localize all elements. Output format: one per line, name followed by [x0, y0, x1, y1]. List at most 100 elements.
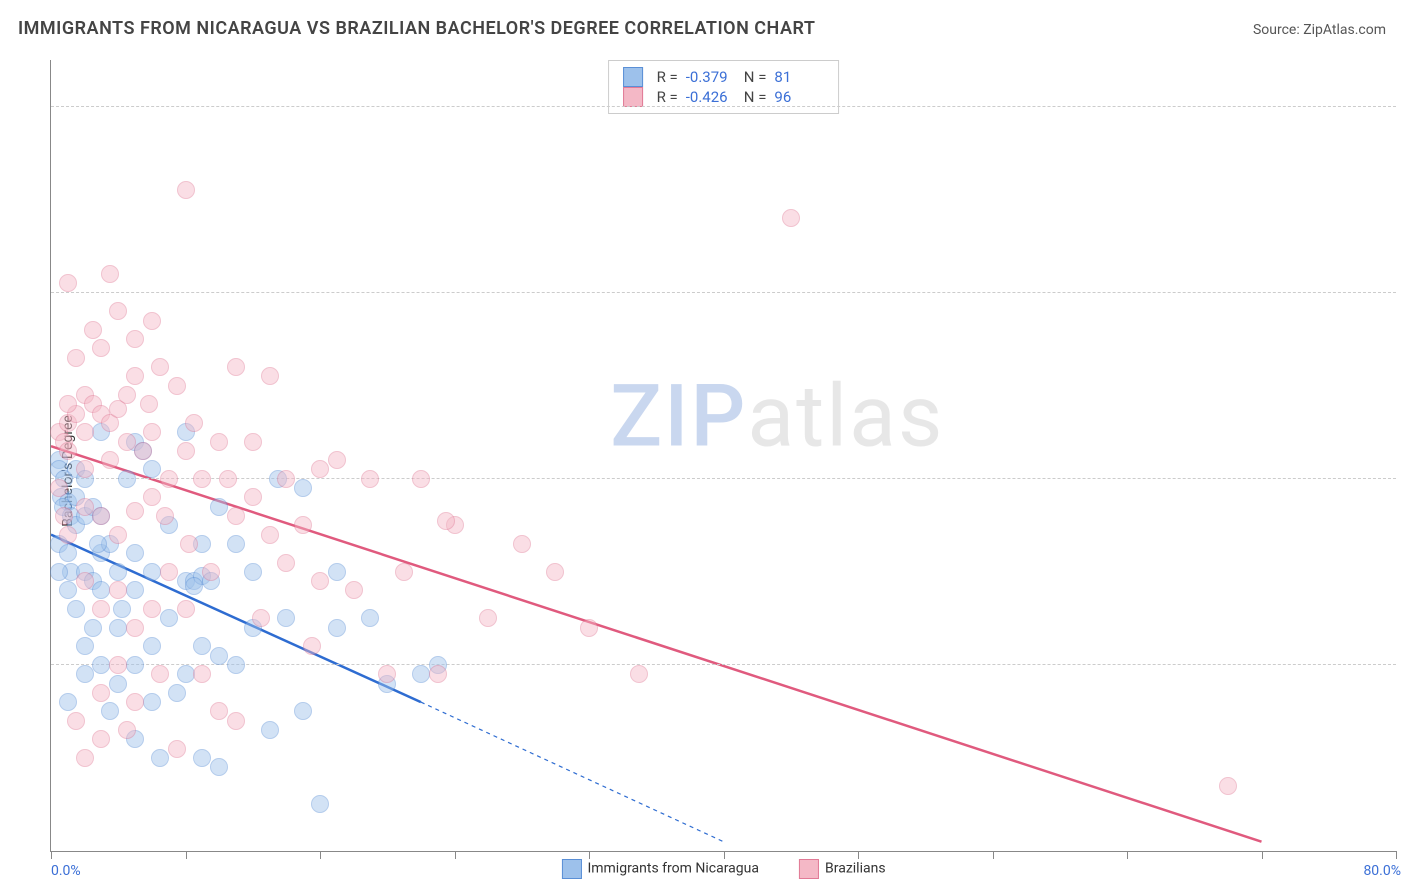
legend-label-brazilians: Brazilians: [825, 861, 886, 877]
legend-swatch-nicaragua: [623, 67, 643, 87]
legend-item-nicaragua: Immigrants from Nicaragua: [561, 859, 759, 879]
data-point: [227, 712, 245, 730]
legend-label-nicaragua: Immigrants from Nicaragua: [587, 861, 759, 877]
data-point: [168, 740, 186, 758]
legend-swatch-icon: [561, 859, 581, 879]
data-point: [59, 544, 77, 562]
data-point: [177, 665, 195, 683]
data-point: [244, 563, 262, 581]
data-point: [76, 460, 94, 478]
data-point: [59, 581, 77, 599]
source-prefix: Source:: [1253, 22, 1303, 38]
data-point: [134, 442, 152, 460]
x-tick: [724, 851, 725, 859]
data-point: [101, 265, 119, 283]
data-point: [227, 535, 245, 553]
data-point: [437, 512, 455, 530]
chart-title: IMMIGRANTS FROM NICARAGUA VS BRAZILIAN B…: [18, 18, 815, 39]
data-point: [193, 665, 211, 683]
source-credit: Source: ZipAtlas.com: [1253, 22, 1386, 38]
data-point: [193, 470, 211, 488]
data-point: [193, 749, 211, 767]
data-point: [202, 563, 220, 581]
y-tick-label: 80.0%: [1401, 99, 1406, 115]
data-point: [92, 507, 110, 525]
data-point: [328, 563, 346, 581]
series-legend: Immigrants from Nicaragua Brazilians: [561, 859, 885, 879]
x-tick: [1127, 851, 1128, 859]
r-value-brazilians: -0.426: [686, 88, 736, 106]
data-point: [378, 665, 396, 683]
data-point: [55, 507, 73, 525]
data-point: [210, 433, 228, 451]
legend-swatch-brazilians: [623, 87, 643, 107]
data-point: [126, 619, 144, 637]
legend-row-nicaragua: R = -0.379 N = 81: [623, 67, 825, 87]
data-point: [303, 637, 321, 655]
data-point: [76, 423, 94, 441]
data-point: [261, 526, 279, 544]
gridline: [51, 478, 1396, 479]
data-point: [177, 600, 195, 618]
data-point: [92, 581, 110, 599]
n-label: N =: [744, 88, 767, 106]
source-link[interactable]: ZipAtlas.com: [1303, 22, 1386, 38]
legend-item-brazilians: Brazilians: [799, 859, 886, 879]
data-point: [294, 516, 312, 534]
data-point: [193, 637, 211, 655]
data-point: [227, 507, 245, 525]
n-value-brazilians: 96: [774, 88, 824, 106]
data-point: [429, 665, 447, 683]
data-point: [361, 609, 379, 627]
data-point: [92, 684, 110, 702]
data-point: [294, 702, 312, 720]
data-point: [76, 572, 94, 590]
data-point: [160, 470, 178, 488]
data-point: [143, 312, 161, 330]
x-tick: [455, 851, 456, 859]
data-point: [109, 656, 127, 674]
legend-row-brazilians: R = -0.426 N = 96: [623, 87, 825, 107]
data-point: [59, 526, 77, 544]
x-axis-min-label: 0.0%: [51, 863, 81, 879]
data-point: [84, 619, 102, 637]
data-point: [92, 730, 110, 748]
data-point: [59, 274, 77, 292]
x-axis-max-label: 80.0%: [1363, 863, 1401, 879]
legend-swatch-icon: [799, 859, 819, 879]
data-point: [126, 656, 144, 674]
data-point: [59, 395, 77, 413]
data-point: [1219, 777, 1237, 795]
x-tick: [858, 851, 859, 859]
data-point: [412, 470, 430, 488]
data-point: [92, 600, 110, 618]
data-point: [101, 451, 119, 469]
data-point: [109, 581, 127, 599]
data-point: [76, 498, 94, 516]
x-tick: [993, 851, 994, 859]
data-point: [345, 581, 363, 599]
data-point: [143, 488, 161, 506]
y-tick-label: 20.0%: [1401, 657, 1406, 673]
data-point: [395, 563, 413, 581]
data-point: [143, 423, 161, 441]
data-point: [277, 470, 295, 488]
data-point: [101, 702, 119, 720]
data-point: [143, 600, 161, 618]
data-point: [76, 637, 94, 655]
data-point: [151, 749, 169, 767]
data-point: [412, 665, 430, 683]
data-point: [50, 479, 68, 497]
data-point: [311, 460, 329, 478]
n-label: N =: [744, 68, 767, 86]
data-point: [67, 600, 85, 618]
data-point: [92, 339, 110, 357]
data-point: [227, 656, 245, 674]
data-point: [109, 675, 127, 693]
data-point: [160, 609, 178, 627]
data-point: [76, 749, 94, 767]
data-point: [84, 321, 102, 339]
data-point: [143, 693, 161, 711]
data-point: [782, 209, 800, 227]
plot-area: ZIPatlas R = -0.379 N = 81 R = -0.426 N …: [50, 60, 1396, 852]
